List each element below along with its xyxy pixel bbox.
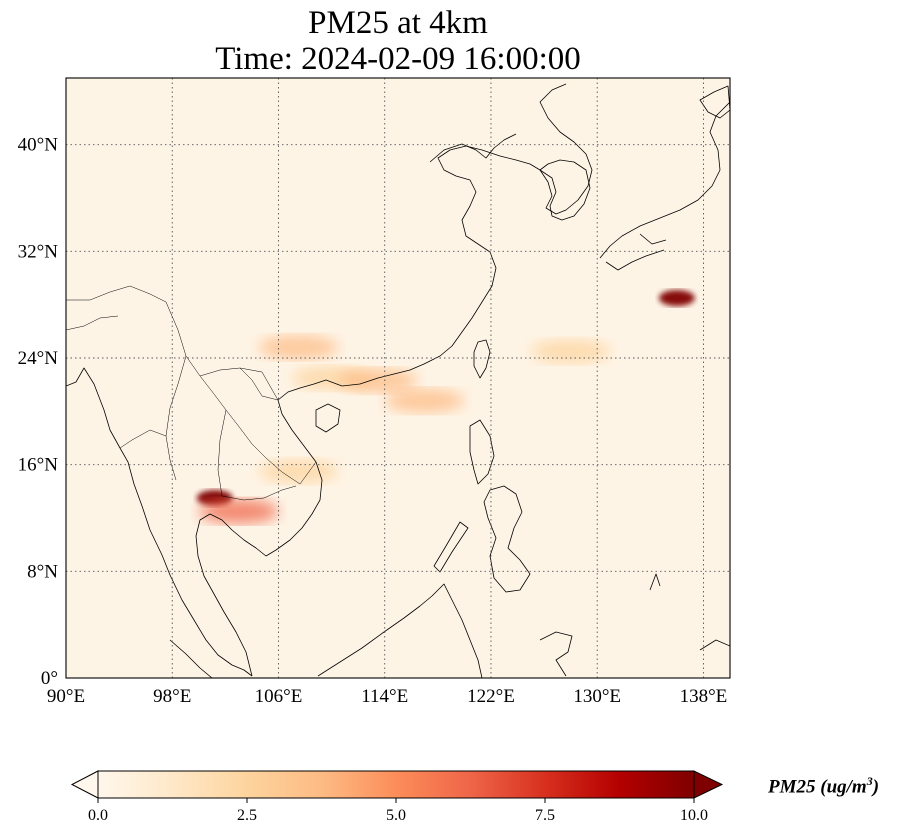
lat-tick-label: 8°N — [27, 561, 58, 582]
visayas-mindanao-coastline — [483, 485, 531, 593]
colorbar-tick-label: 10.0 — [680, 807, 708, 824]
colorbar-tick-label: 0.0 — [88, 807, 108, 824]
sumatra-coastline — [169, 639, 213, 678]
map-frame — [65, 77, 731, 679]
pacific-islands-coastline — [649, 573, 730, 651]
colorbar-min-extension — [70, 770, 99, 799]
luzon-coastline — [469, 419, 495, 485]
asia-coastline — [66, 83, 593, 677]
country-borders — [66, 285, 317, 501]
lat-tick-label: 16°N — [18, 455, 59, 476]
hokkaido-coastline — [699, 85, 730, 119]
pm25-plume-layer — [196, 290, 695, 524]
korea-coastline — [539, 159, 591, 221]
latitude-tick-labels: 0° 8°N 16°N 24°N 32°N 40°N — [18, 135, 59, 689]
plume-laos-vietnam-patch — [258, 459, 339, 484]
palawan-coastline — [433, 521, 469, 573]
colorbar-tick-label: 7.5 — [535, 807, 555, 824]
colorbar-tick-label: 5.0 — [386, 807, 406, 824]
north-china-coastline — [429, 133, 517, 163]
lon-tick-label: 114°E — [361, 686, 408, 707]
plume-guangxi-patch — [258, 335, 339, 360]
lat-tick-label: 40°N — [18, 135, 59, 156]
lon-tick-label: 98°E — [153, 686, 191, 707]
japan-coastline — [599, 101, 730, 271]
colorbar: 0.0 2.5 5.0 7.5 10.0 — [70, 770, 724, 824]
borneo-coastline — [317, 583, 483, 678]
lat-tick-label: 24°N — [18, 348, 59, 369]
colorbar-tick-label: 2.5 — [237, 807, 257, 824]
colorbar-label: PM25 (ug/m3) — [768, 774, 880, 798]
plume-east-of-japan-plume — [658, 290, 695, 306]
plume-cambodia-patch — [198, 499, 279, 524]
graticule — [66, 78, 730, 678]
plume-pacific-outflow-band — [530, 339, 611, 364]
sulawesi-coastline — [539, 631, 573, 677]
taiwan-coastline — [473, 339, 491, 379]
longitude-tick-labels: 90°E 98°E 106°E 114°E 122°E 130°E 138°E — [47, 686, 727, 707]
map-title: PM25 at 4km — [308, 5, 488, 41]
map-timestamp: Time: 2024-02-09 16:00:00 — [215, 41, 581, 77]
plume-pearl-river-delta — [338, 368, 419, 393]
plume-taiwan-strait-outflow — [384, 388, 465, 413]
lon-tick-label: 90°E — [47, 686, 85, 707]
lon-tick-label: 130°E — [573, 686, 621, 707]
colorbar-max-extension — [693, 770, 724, 799]
lon-tick-label: 138°E — [680, 686, 728, 707]
lon-tick-label: 122°E — [467, 686, 515, 707]
lat-tick-label: 32°N — [18, 241, 59, 262]
lat-tick-label: 0° — [41, 668, 58, 689]
colorbar-ticks: 0.0 2.5 5.0 7.5 10.0 — [88, 798, 708, 824]
coastline-layer — [66, 83, 730, 678]
lon-tick-label: 106°E — [255, 686, 303, 707]
hainan-coastline — [315, 403, 341, 433]
colorbar-gradient — [98, 771, 694, 798]
